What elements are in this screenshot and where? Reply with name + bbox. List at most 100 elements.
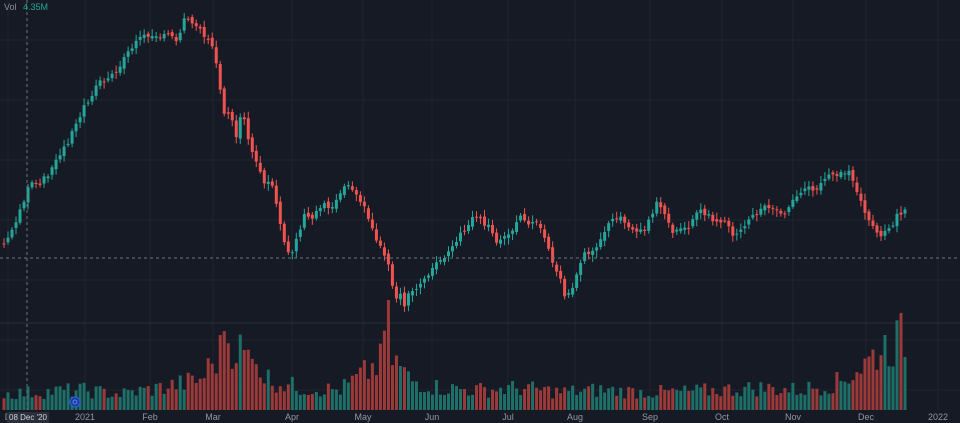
candle-body [446, 251, 450, 257]
x-axis-tick-label: Nov [785, 412, 802, 422]
candle-body [599, 239, 603, 248]
volume-bar [14, 399, 18, 410]
candle-body [386, 253, 390, 265]
volume-bar [254, 364, 258, 410]
x-axis-tick-label: Dec [858, 412, 875, 422]
volume-bar [847, 383, 851, 410]
candle-body [711, 214, 715, 222]
candle-body [134, 40, 138, 49]
volume-bar [651, 397, 655, 410]
candle-body [871, 220, 875, 227]
candle-body [322, 203, 326, 209]
volume-bar [58, 386, 62, 410]
volume-bar [246, 349, 250, 410]
volume-bar [679, 390, 683, 410]
candle-body [158, 37, 162, 39]
candle-body [182, 18, 186, 31]
candle-body [651, 213, 655, 218]
volume-bar [446, 393, 450, 410]
x-axis-tick-label: May [354, 412, 372, 422]
candle-body [827, 174, 831, 179]
volume-bar [30, 397, 34, 410]
volume-bar [867, 356, 871, 410]
candle-body [643, 229, 647, 231]
volume-bar [595, 396, 599, 410]
volume-bar [298, 394, 302, 410]
candle-body [715, 219, 719, 222]
volume-bar [290, 376, 294, 410]
candle-body [150, 36, 154, 39]
x-axis-tick-label: Apr [285, 412, 299, 422]
candle-body [891, 225, 895, 227]
candle-body [258, 162, 262, 172]
volume-bar [450, 384, 454, 410]
candle-body [607, 223, 611, 231]
candle-body [26, 187, 30, 203]
candle-body [875, 225, 879, 233]
candle-body [426, 275, 430, 278]
volume-bar [398, 366, 402, 410]
candle-body [803, 188, 807, 192]
candle-body [639, 229, 643, 232]
candle-body [114, 71, 118, 73]
volume-bar [767, 383, 771, 410]
candle-body [727, 220, 731, 227]
candle-body [334, 199, 338, 209]
candle-body [130, 48, 134, 52]
volume-bar [675, 389, 679, 410]
volume-bar [50, 394, 54, 410]
volume-bar [346, 382, 350, 410]
candle-body [571, 287, 575, 295]
candle-body [779, 210, 783, 214]
candle-body [298, 229, 302, 237]
volume-bar [719, 396, 723, 410]
candle-body [222, 88, 226, 114]
volume-bar [394, 355, 398, 410]
candle-body [254, 150, 258, 162]
volume-bar [166, 388, 170, 410]
volume-bar [739, 396, 743, 410]
volume-bar [314, 391, 318, 410]
candle-body [459, 232, 463, 242]
candle-body [46, 176, 50, 179]
volume-bar [791, 382, 795, 410]
candle-body [811, 186, 815, 191]
volume-bar [583, 388, 587, 410]
volume-bar [226, 343, 230, 410]
volume-bar [887, 366, 891, 410]
candle-body [370, 219, 374, 229]
candle-body [378, 240, 382, 246]
candle-body [707, 214, 711, 216]
candle-body [294, 238, 298, 252]
volume-bar [859, 373, 863, 410]
volume-bar [202, 378, 206, 410]
volume-bar [463, 388, 467, 410]
volume-bar [266, 369, 270, 410]
volume-bar [150, 395, 154, 410]
volume-bar [571, 385, 575, 410]
candle-body [162, 34, 166, 39]
candle-body [495, 232, 499, 243]
volume-bar [34, 395, 38, 410]
candle-body [410, 291, 414, 296]
candle-body [839, 171, 843, 178]
volume-bar [559, 393, 563, 410]
volume-bar [635, 398, 639, 410]
candle-body [579, 262, 583, 275]
candle-body [867, 211, 871, 221]
candle-body [326, 201, 330, 208]
volume-bar [130, 390, 134, 410]
volume-bar [418, 392, 422, 410]
volume-bar [627, 387, 631, 410]
candle-body [390, 264, 394, 286]
candle-body [787, 207, 791, 213]
volume-bar [190, 375, 194, 410]
volume-bar [122, 388, 126, 410]
candle-body [843, 173, 847, 175]
candle-body [314, 210, 318, 219]
candle-body [671, 224, 675, 233]
volume-bar [599, 385, 603, 410]
volume-bar [639, 389, 643, 410]
